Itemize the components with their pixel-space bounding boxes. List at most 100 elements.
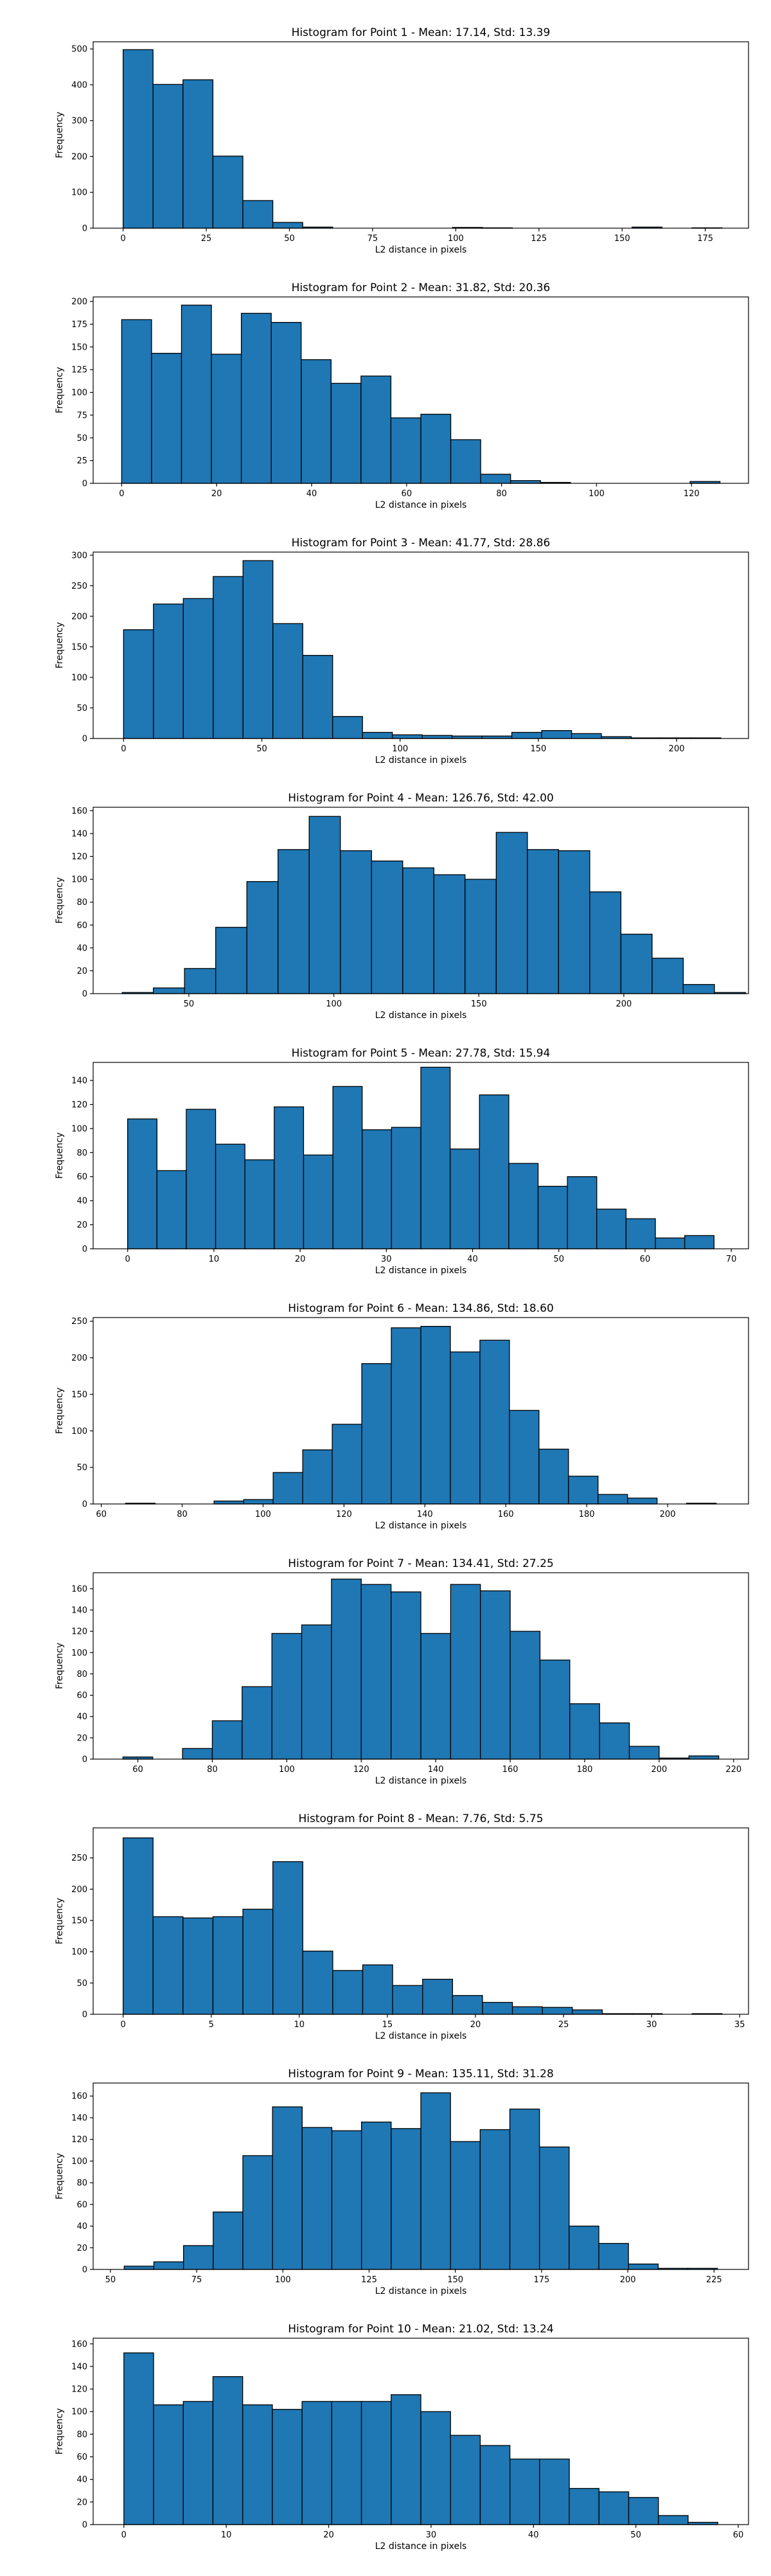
- chart-title: Histogram for Point 3 - Mean: 41.77, Std…: [292, 537, 551, 550]
- histogram-bar: [538, 1449, 569, 1505]
- histogram-bar: [242, 200, 274, 229]
- histogram-bar: [599, 1722, 630, 1760]
- histogram-bar: [450, 1584, 481, 1760]
- x-tick-label: 30: [646, 2020, 657, 2030]
- bars: [123, 2092, 718, 2270]
- bars: [125, 1325, 717, 1505]
- x-tick-label: 100: [326, 999, 342, 1009]
- y-tick-label: 200: [71, 1885, 87, 1895]
- plot-frame: [93, 41, 749, 229]
- x-tick-label: 20: [295, 1255, 306, 1264]
- histogram-bar: [482, 2001, 513, 2015]
- x-tick-label: 160: [502, 1765, 518, 1775]
- histogram-bar: [213, 576, 244, 739]
- histogram-bar: [301, 1624, 332, 1760]
- y-axis-label: Frequency: [55, 1643, 65, 1689]
- x-tick-label: 75: [368, 234, 378, 244]
- histogram-bar: [620, 933, 653, 994]
- histogram-bar: [302, 1449, 333, 1505]
- y-tick-label: 160: [71, 807, 87, 816]
- x-tick-label: 30: [381, 1255, 392, 1264]
- histogram-bar: [153, 2404, 184, 2525]
- histogram-bar: [240, 312, 272, 484]
- y-tick-label: 140: [71, 2113, 87, 2123]
- chart-title: Histogram for Point 2 - Mean: 31.82, Std…: [292, 282, 551, 294]
- bars: [123, 2352, 718, 2525]
- y-tick-label: 0: [82, 1245, 87, 1255]
- x-tick-label: 225: [706, 2275, 722, 2285]
- y-tick-label: 150: [71, 643, 87, 652]
- x-tick-label: 125: [361, 2275, 377, 2285]
- y-tick-label: 100: [71, 875, 87, 885]
- y-tick-label: 200: [71, 612, 87, 622]
- y-tick-label: 50: [76, 1979, 87, 1989]
- bars: [121, 305, 721, 484]
- histogram-bar: [331, 1579, 362, 1760]
- histogram-bar: [541, 729, 572, 739]
- plot-frame: [93, 296, 749, 484]
- x-tick-label: 150: [614, 234, 630, 244]
- x-tick-label: 0: [121, 2530, 127, 2540]
- y-tick-label: 400: [71, 80, 87, 90]
- y-axis-label: Frequency: [55, 877, 65, 924]
- y-tick-label: 500: [71, 45, 87, 55]
- x-axis-label: L2 distance in pixels: [375, 755, 467, 765]
- histogram-chart-10: Histogram for Point 10 - Mean: 21.02, St…: [55, 2323, 749, 2552]
- histogram-bar: [243, 1499, 274, 1505]
- histogram-chart-3: Histogram for Point 3 - Mean: 41.77, Std…: [55, 537, 749, 765]
- x-tick-label: 50: [105, 2275, 116, 2285]
- y-axis-label: Frequency: [55, 2408, 65, 2455]
- histogram-bar: [598, 2242, 629, 2270]
- y-tick-label: 160: [71, 1584, 87, 1594]
- histogram-bar: [244, 1159, 275, 1249]
- chart-title: Histogram for Point 5 - Mean: 27.78, Std…: [292, 1047, 551, 1060]
- histogram-bar: [308, 816, 341, 994]
- x-tick-label: 40: [528, 2530, 539, 2540]
- histogram-bar: [212, 1916, 244, 2015]
- x-tick-label: 80: [207, 1765, 218, 1775]
- y-tick-label: 80: [76, 898, 87, 908]
- y-tick-label: 140: [71, 829, 87, 839]
- histogram-bar: [391, 1327, 421, 1505]
- x-axis-label: L2 distance in pixels: [375, 1266, 467, 1276]
- chart-title: Histogram for Point 7 - Mean: 134.41, St…: [288, 1557, 554, 1570]
- x-tick-label: 0: [120, 2020, 125, 2030]
- histogram-chart-1: Histogram for Point 1 - Mean: 17.14, Std…: [55, 26, 749, 255]
- histogram-bar: [539, 2458, 570, 2525]
- histogram-bar: [182, 79, 214, 229]
- histogram-bar: [479, 1339, 510, 1505]
- y-tick-label: 100: [71, 673, 87, 683]
- histogram-bar: [479, 1094, 510, 1249]
- x-tick-label: 175: [533, 2275, 549, 2285]
- histogram-bar: [360, 2401, 392, 2525]
- histogram-bar: [127, 1118, 157, 1249]
- y-tick-label: 200: [71, 1354, 87, 1363]
- y-tick-label: 80: [76, 2430, 87, 2440]
- histogram-bar: [391, 1127, 421, 1249]
- x-tick-label: 180: [577, 1765, 593, 1775]
- histogram-bar: [542, 2007, 573, 2015]
- histogram-bar: [682, 984, 715, 994]
- histogram-bar: [242, 1908, 274, 2015]
- y-tick-label: 160: [71, 2092, 87, 2102]
- histogram-bar: [450, 1351, 481, 1505]
- histogram-bar: [420, 2092, 451, 2270]
- histogram-bar: [212, 2376, 244, 2525]
- histogram-bar: [479, 2445, 511, 2525]
- y-tick-label: 140: [71, 2362, 87, 2372]
- y-tick-label: 120: [71, 852, 87, 862]
- x-tick-label: 0: [121, 744, 126, 754]
- histogram-bar: [479, 2129, 511, 2270]
- histogram-bar: [182, 2401, 214, 2525]
- histogram-bar: [332, 1086, 363, 1249]
- histogram-bar: [688, 1755, 720, 1760]
- x-tick-label: 50: [284, 234, 295, 244]
- histogram-bar: [362, 731, 393, 739]
- histogram-bar: [182, 598, 214, 739]
- y-tick-label: 120: [71, 1627, 87, 1637]
- histogram-chart-7: Histogram for Point 7 - Mean: 134.41, St…: [55, 1557, 749, 1786]
- histogram-bar: [330, 382, 362, 484]
- plot-frame: [93, 2338, 749, 2525]
- histogram-bar: [272, 2106, 303, 2270]
